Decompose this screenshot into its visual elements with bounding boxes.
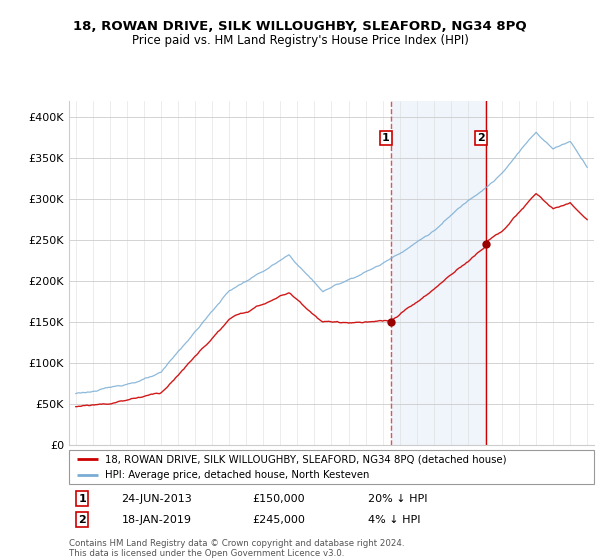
Text: Price paid vs. HM Land Registry's House Price Index (HPI): Price paid vs. HM Land Registry's House … [131,34,469,46]
Text: 20% ↓ HPI: 20% ↓ HPI [368,493,428,503]
Bar [391,101,486,445]
Text: 18, ROWAN DRIVE, SILK WILLOUGHBY, SLEAFORD, NG34 8PQ: 18, ROWAN DRIVE, SILK WILLOUGHBY, SLEAFO… [73,20,527,32]
Text: 24-JUN-2013: 24-JUN-2013 [121,493,192,503]
Text: 2: 2 [477,133,485,143]
Text: 4% ↓ HPI: 4% ↓ HPI [368,515,421,525]
Text: £245,000: £245,000 [253,515,305,525]
Text: HPI: Average price, detached house, North Kesteven: HPI: Average price, detached house, Nort… [105,470,369,480]
Text: 1: 1 [382,133,389,143]
Text: 1: 1 [78,493,86,503]
Text: 18-JAN-2019: 18-JAN-2019 [121,515,191,525]
Text: 2: 2 [78,515,86,525]
Text: £150,000: £150,000 [253,493,305,503]
Text: Contains HM Land Registry data © Crown copyright and database right 2024.
This d: Contains HM Land Registry data © Crown c… [69,539,404,558]
Text: 18, ROWAN DRIVE, SILK WILLOUGHBY, SLEAFORD, NG34 8PQ (detached house): 18, ROWAN DRIVE, SILK WILLOUGHBY, SLEAFO… [105,454,506,464]
